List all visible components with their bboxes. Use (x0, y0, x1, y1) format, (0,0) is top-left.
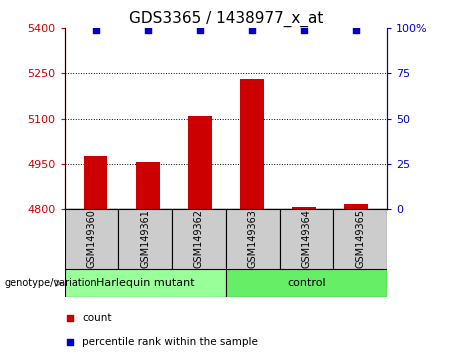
Point (196, 27, 204, 33)
Point (67, 339, 74, 344)
Bar (333, 209, 387, 269)
Bar (136, 162, 160, 209)
Text: percentile rank within the sample: percentile rank within the sample (82, 337, 258, 347)
Bar (172, 209, 226, 269)
Text: count: count (82, 313, 112, 323)
Bar (84, 156, 107, 209)
Text: GSM149364: GSM149364 (301, 210, 312, 268)
Bar (344, 204, 368, 209)
Bar (226, 269, 387, 297)
Text: GSM149363: GSM149363 (248, 210, 258, 268)
Bar (65, 269, 226, 297)
Bar (292, 207, 316, 209)
Bar (65, 209, 118, 269)
Point (352, 27, 360, 33)
Point (300, 27, 307, 33)
Bar (226, 209, 280, 269)
Point (144, 27, 152, 33)
Text: GSM149362: GSM149362 (194, 210, 204, 268)
Text: GSM149360: GSM149360 (86, 210, 96, 268)
Point (92, 27, 100, 33)
Bar (280, 209, 333, 269)
Bar (240, 80, 264, 209)
Text: control: control (287, 278, 326, 288)
Text: GSM149361: GSM149361 (140, 210, 150, 268)
Bar (188, 116, 212, 209)
Text: Harlequin mutant: Harlequin mutant (96, 278, 195, 288)
Text: genotype/variation: genotype/variation (5, 278, 97, 288)
Point (67, 315, 74, 321)
Text: GSM149365: GSM149365 (355, 210, 366, 268)
Point (248, 27, 255, 33)
Bar (118, 209, 172, 269)
Title: GDS3365 / 1438977_x_at: GDS3365 / 1438977_x_at (129, 11, 323, 27)
